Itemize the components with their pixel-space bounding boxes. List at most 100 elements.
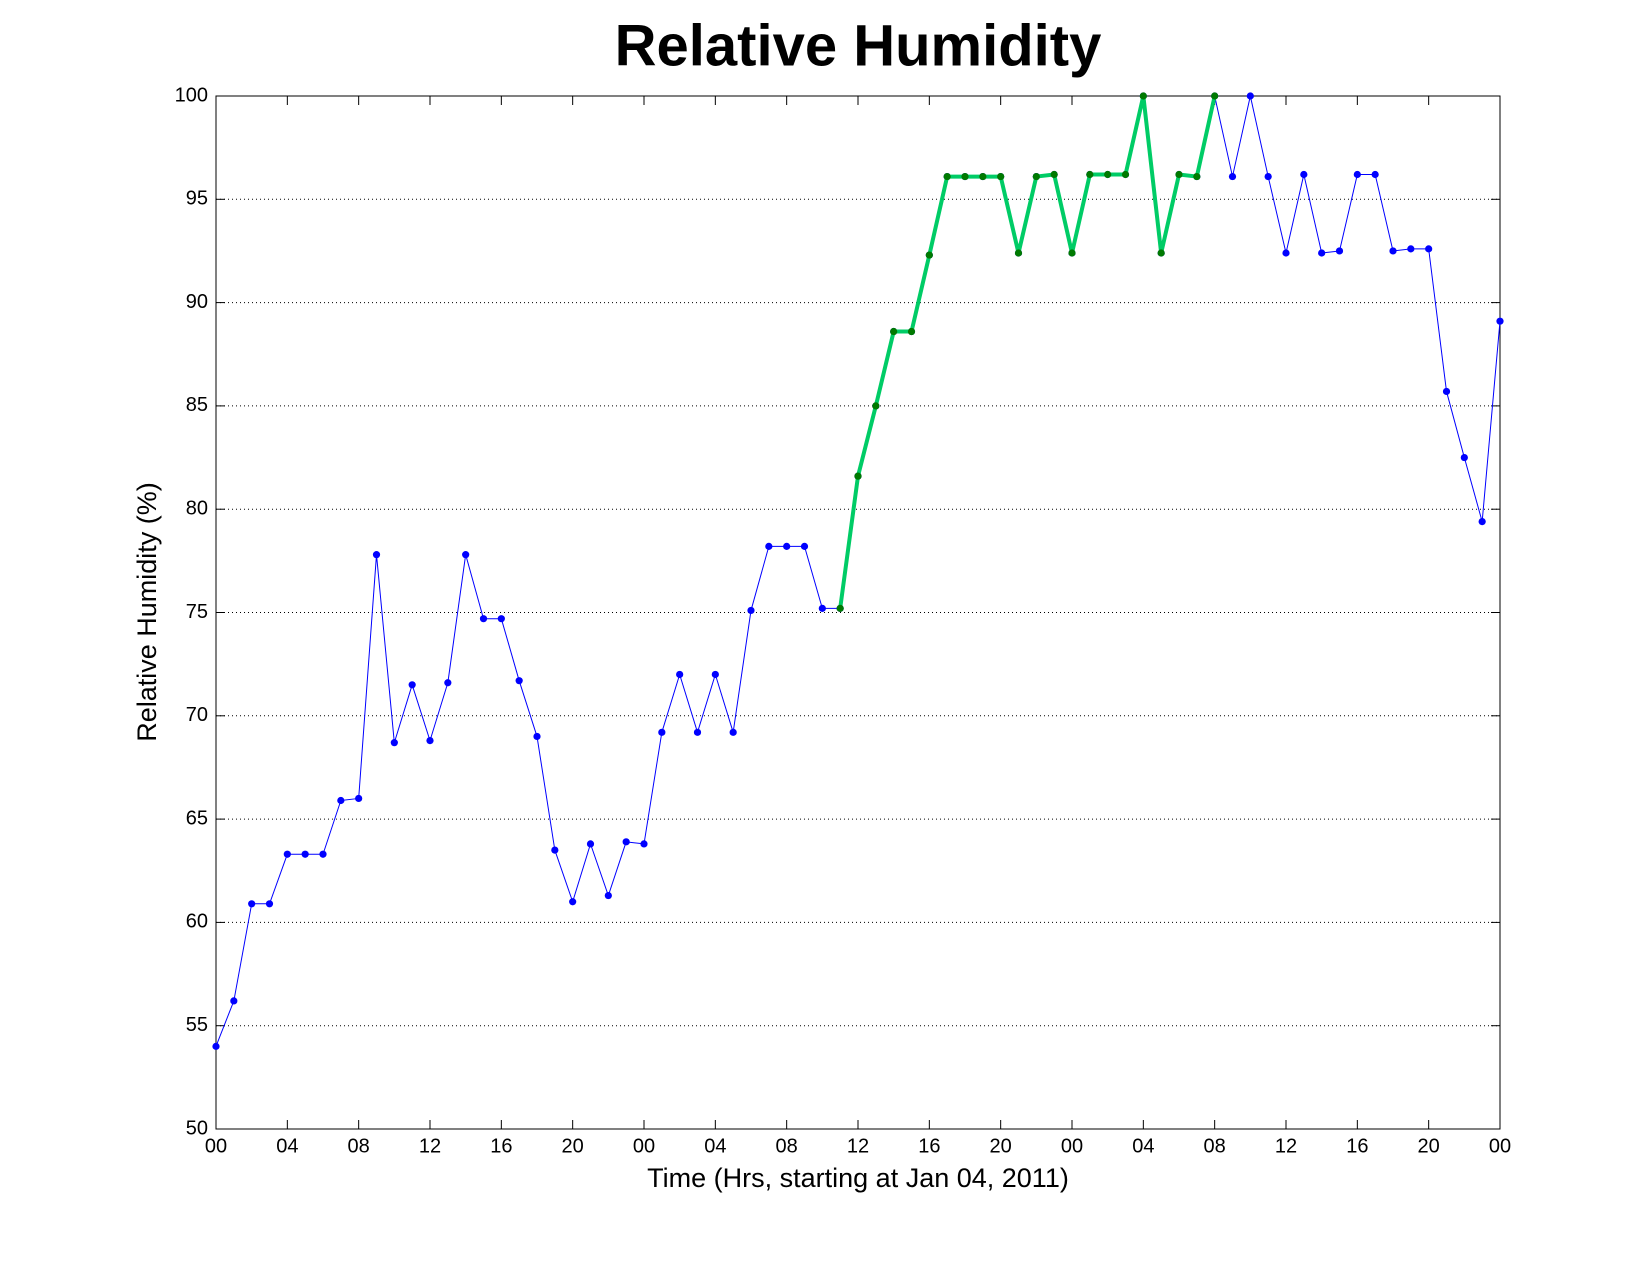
data-point: [783, 542, 791, 550]
data-point: [622, 838, 630, 846]
data-point: [1032, 172, 1040, 181]
data-point: [1335, 247, 1344, 255]
data-point: [907, 327, 916, 336]
data-point: [551, 846, 559, 854]
data-point: [1246, 92, 1254, 100]
x-tick-label: 00: [205, 1135, 227, 1157]
x-axis-label: Time (Hrs, starting at Jan 04, 2011): [647, 1163, 1069, 1193]
x-tick-label: 20: [562, 1135, 584, 1157]
data-point: [765, 542, 773, 550]
data-point: [569, 898, 577, 906]
data-point: [676, 670, 684, 679]
x-tick-label: 12: [1275, 1135, 1297, 1157]
x-tick-label: 00: [633, 1135, 655, 1157]
data-point: [711, 670, 719, 679]
x-tick-label: 16: [1346, 1135, 1368, 1157]
x-tick-label: 20: [990, 1135, 1012, 1157]
data-point: [1228, 172, 1237, 181]
data-point: [479, 615, 488, 623]
series-line: [838, 94, 1217, 609]
y-tick-label: 100: [175, 84, 208, 106]
x-tick-label: 04: [1132, 1135, 1154, 1157]
data-point: [1068, 249, 1076, 257]
data-point: [337, 796, 345, 805]
data-point: [1175, 170, 1183, 179]
y-tick-label: 70: [186, 704, 208, 726]
data-point: [533, 732, 541, 741]
x-tick-label: 20: [1418, 1135, 1440, 1157]
data-point: [1478, 517, 1486, 526]
data-point: [1389, 247, 1397, 255]
data-point: [1300, 170, 1308, 179]
data-point: [515, 677, 523, 685]
data-point: [1139, 92, 1147, 100]
data-point: [747, 606, 755, 615]
x-tick-label: 16: [918, 1135, 940, 1157]
data-point: [1157, 249, 1165, 257]
data-point: [301, 850, 309, 858]
data-point: [890, 327, 898, 336]
y-tick-label: 85: [186, 394, 208, 416]
data-point: [390, 739, 398, 747]
data-point: [212, 1042, 220, 1050]
data-point: [1193, 172, 1201, 181]
data-point: [1442, 387, 1451, 396]
data-point: [1407, 245, 1415, 253]
x-tick-label: 08: [776, 1135, 798, 1157]
y-axis-label: Relative Humidity (%): [132, 482, 162, 742]
data-point: [1353, 170, 1361, 179]
y-tick-label: 95: [186, 188, 208, 210]
data-point: [283, 850, 291, 858]
data-point: [729, 728, 737, 736]
data-point: [497, 615, 505, 623]
data-point: [1104, 170, 1112, 179]
data-point: [1050, 170, 1058, 179]
data-point: [1496, 317, 1504, 325]
x-tick-label: 08: [1204, 1135, 1226, 1157]
data-point: [408, 681, 416, 689]
data-point: [800, 542, 809, 550]
data-point: [925, 251, 933, 259]
data-point: [1371, 170, 1379, 179]
x-tick-label: 04: [276, 1135, 298, 1157]
data-point: [1425, 245, 1433, 253]
data-point: [854, 472, 862, 480]
y-tick-label: 75: [186, 601, 208, 623]
y-tick-label: 50: [186, 1117, 208, 1139]
x-tick-label: 00: [1489, 1135, 1511, 1157]
data-point: [1264, 172, 1272, 181]
data-point: [979, 172, 987, 181]
data-point: [355, 794, 363, 803]
y-tick-label: 65: [186, 807, 208, 829]
data-point: [693, 728, 702, 736]
data-point: [1282, 249, 1290, 257]
data-point: [604, 891, 612, 900]
x-tick-label: 04: [704, 1135, 726, 1157]
data-point: [372, 551, 381, 559]
x-tick-label: 08: [348, 1135, 370, 1157]
data-point: [586, 840, 595, 848]
data-point: [1086, 170, 1094, 179]
data-point: [230, 997, 238, 1005]
data-point: [818, 604, 826, 612]
data-point: [426, 736, 434, 745]
y-tick-label: 80: [186, 497, 208, 519]
data-point: [943, 172, 951, 181]
x-tick-label: 16: [490, 1135, 512, 1157]
data-point: [265, 900, 274, 908]
data-point: [1014, 249, 1023, 257]
data-point: [1121, 170, 1130, 179]
data-point: [319, 850, 327, 858]
data-point: [997, 172, 1005, 181]
x-tick-label: 12: [419, 1135, 441, 1157]
y-tick-label: 60: [186, 911, 208, 933]
chart-title: Relative Humidity: [615, 13, 1102, 78]
x-tick-label: 12: [847, 1135, 869, 1157]
plot-frame: [215, 95, 1501, 1130]
data-point: [248, 900, 256, 908]
y-tick-label: 55: [186, 1014, 208, 1036]
data-point: [658, 728, 666, 736]
data-point: [1460, 453, 1468, 462]
